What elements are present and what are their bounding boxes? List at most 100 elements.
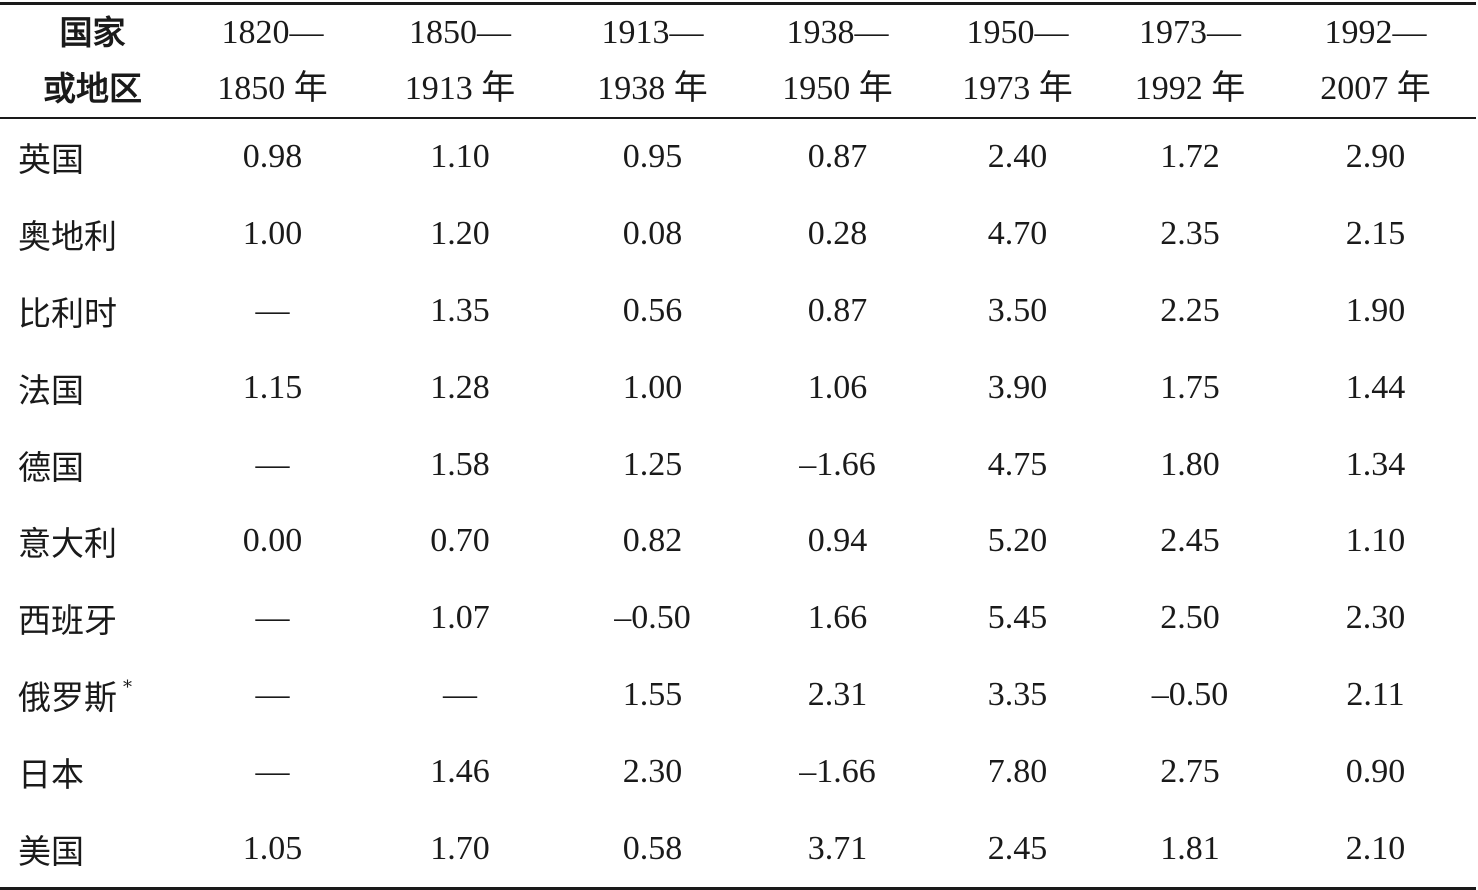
value-cell: 1.44 bbox=[1345, 368, 1406, 406]
value-cell: 1.80 bbox=[1160, 445, 1220, 483]
header-period-1973-1992: 1973— 1992 年 bbox=[1105, 4, 1275, 119]
value-cell: 0.28 bbox=[807, 215, 868, 253]
header-period-1913-1938: 1913— 1938 年 bbox=[560, 4, 745, 119]
country-name: 日本 bbox=[18, 754, 84, 794]
value-cell: –1.66 bbox=[799, 752, 876, 790]
value-cell: 0.00 bbox=[242, 522, 303, 560]
value-cell: 1.72 bbox=[1160, 138, 1220, 176]
value-cell: 5.45 bbox=[987, 599, 1048, 637]
value-cell: 3.50 bbox=[987, 291, 1048, 329]
value-cell: 1.70 bbox=[430, 829, 490, 867]
header-period-line2: 1913 年 bbox=[404, 70, 516, 107]
value-cell: 4.70 bbox=[987, 215, 1048, 253]
table-row: 奥地利 1.00 1.20 0.08 0.28 4.70 2.35 2.15 bbox=[0, 196, 1476, 273]
country-cell: 俄罗斯 * bbox=[0, 657, 185, 734]
value-cell: 2.11 bbox=[1346, 675, 1405, 713]
header-period-line2: 2007 年 bbox=[1320, 70, 1431, 107]
header-period-line2: 1973 年 bbox=[962, 70, 1073, 107]
value-cell: 0.08 bbox=[622, 215, 683, 253]
table-row: 法国 1.15 1.28 1.00 1.06 3.90 1.75 1.44 bbox=[0, 349, 1476, 426]
value-cell: 1.58 bbox=[430, 445, 490, 483]
header-country-line2: 或地区 bbox=[43, 69, 142, 108]
value-cell: 1.75 bbox=[1160, 368, 1220, 406]
value-cell: 1.66 bbox=[807, 599, 868, 637]
table-row: 比利时 — 1.35 0.56 0.87 3.50 2.25 1.90 bbox=[0, 273, 1476, 350]
country-cell: 比利时 bbox=[0, 273, 185, 350]
value-cell: 2.90 bbox=[1345, 138, 1406, 176]
table-body: 英国 0.98 1.10 0.95 0.87 2.40 1.72 2.90 奥地利 1.00 1.2… bbox=[0, 118, 1476, 889]
country-cell: 日本 bbox=[0, 733, 185, 810]
value-cell: — bbox=[255, 675, 290, 713]
value-cell: — bbox=[255, 445, 290, 483]
value-cell: –1.66 bbox=[799, 445, 876, 483]
value-cell: 0.87 bbox=[807, 138, 868, 176]
value-cell: 1.10 bbox=[1345, 522, 1406, 560]
value-cell: 7.80 bbox=[987, 752, 1048, 790]
header-period-1850-1913: 1850— 1913 年 bbox=[360, 4, 560, 119]
country-name: 比利时 bbox=[18, 293, 117, 333]
country-cell: 意大利 bbox=[0, 503, 185, 580]
value-cell: 1.06 bbox=[807, 368, 868, 406]
header-period-1820-1850: 1820— 1850 年 bbox=[185, 4, 360, 119]
value-cell: 2.30 bbox=[622, 752, 683, 790]
header-period-line1: 1973— bbox=[1139, 14, 1241, 51]
value-cell: 2.15 bbox=[1345, 215, 1406, 253]
value-cell: 4.75 bbox=[987, 445, 1048, 483]
country-cell: 英国 bbox=[0, 118, 185, 196]
header-period-line1: 1950— bbox=[966, 14, 1069, 51]
value-cell: 2.50 bbox=[1160, 599, 1220, 637]
value-cell: 1.15 bbox=[242, 368, 303, 406]
table-row: 俄罗斯 * — — 1.55 2.31 3.35 –0.50 2.11 bbox=[0, 657, 1476, 734]
country-name: 意大利 bbox=[18, 524, 117, 564]
header-period-line1: 1992— bbox=[1324, 14, 1427, 51]
value-cell: 1.34 bbox=[1345, 445, 1406, 483]
value-cell: 1.25 bbox=[622, 445, 683, 483]
value-cell: 1.28 bbox=[430, 368, 490, 406]
country-name: 英国 bbox=[18, 140, 84, 180]
header-period-line2: 1950 年 bbox=[782, 70, 893, 107]
country-cell: 西班牙 bbox=[0, 580, 185, 657]
value-cell: 1.00 bbox=[622, 368, 683, 406]
header-period-line1: 1938— bbox=[786, 14, 889, 51]
header-period-line2: 1850 年 bbox=[217, 70, 328, 107]
value-cell: 1.10 bbox=[430, 138, 490, 176]
country-cell: 德国 bbox=[0, 426, 185, 503]
country-name: 美国 bbox=[18, 831, 84, 871]
country-name: 奥地利 bbox=[18, 217, 117, 257]
table-row: 日本 — 1.46 2.30 –1.66 7.80 2.75 0.90 bbox=[0, 733, 1476, 810]
value-cell: — bbox=[255, 599, 290, 637]
value-cell: 1.20 bbox=[430, 215, 490, 253]
value-cell: 1.90 bbox=[1345, 291, 1406, 329]
value-cell: 1.07 bbox=[430, 599, 490, 637]
value-cell: 0.70 bbox=[430, 522, 490, 560]
value-cell: 2.40 bbox=[987, 138, 1048, 176]
table-row: 西班牙 — 1.07 –0.50 1.66 5.45 2.50 2.30 bbox=[0, 580, 1476, 657]
header-row: 国家 或地区 1820— 1850 年 1850— 1913 年 1913— 1… bbox=[0, 3, 1476, 119]
table-header: 国家 或地区 1820— 1850 年 1850— 1913 年 1913— 1… bbox=[0, 3, 1476, 119]
value-cell: 0.95 bbox=[622, 138, 683, 176]
header-period-line2: 1992 年 bbox=[1134, 70, 1246, 107]
value-cell: 0.94 bbox=[807, 522, 868, 560]
table-row: 意大利 0.00 0.70 0.82 0.94 5.20 2.45 1.10 bbox=[0, 503, 1476, 580]
country-cell: 奥地利 bbox=[0, 196, 185, 273]
value-cell: 0.87 bbox=[807, 291, 868, 329]
value-cell: 0.90 bbox=[1345, 752, 1406, 790]
value-cell: –0.50 bbox=[614, 599, 691, 637]
value-cell: 2.30 bbox=[1345, 599, 1406, 637]
header-period-line2: 1938 年 bbox=[597, 70, 708, 107]
value-cell: 0.58 bbox=[622, 829, 683, 867]
value-cell: 2.45 bbox=[1160, 522, 1220, 560]
country-name: 法国 bbox=[18, 370, 84, 410]
value-cell: 2.10 bbox=[1345, 829, 1406, 867]
value-cell: 3.71 bbox=[807, 829, 868, 867]
header-period-1950-1973: 1950— 1973 年 bbox=[930, 4, 1105, 119]
value-cell: 0.56 bbox=[622, 291, 683, 329]
value-cell: 1.55 bbox=[622, 675, 683, 713]
header-period-line1: 1913— bbox=[601, 14, 704, 51]
value-cell: 1.05 bbox=[242, 829, 303, 867]
country-name: 德国 bbox=[18, 447, 84, 487]
value-cell: 0.98 bbox=[242, 138, 303, 176]
country-name: 西班牙 bbox=[18, 601, 117, 641]
